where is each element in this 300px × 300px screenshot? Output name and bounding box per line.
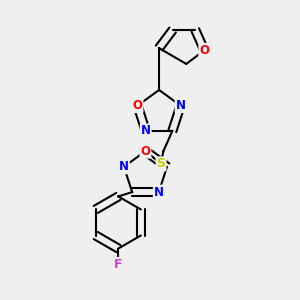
Text: O: O (140, 145, 151, 158)
Text: N: N (119, 160, 129, 173)
Text: O: O (133, 99, 142, 112)
Text: N: N (154, 186, 164, 199)
Text: F: F (114, 258, 122, 271)
Text: N: N (176, 99, 186, 112)
Text: S: S (157, 157, 166, 170)
Text: N: N (141, 124, 151, 137)
Text: O: O (200, 44, 209, 57)
